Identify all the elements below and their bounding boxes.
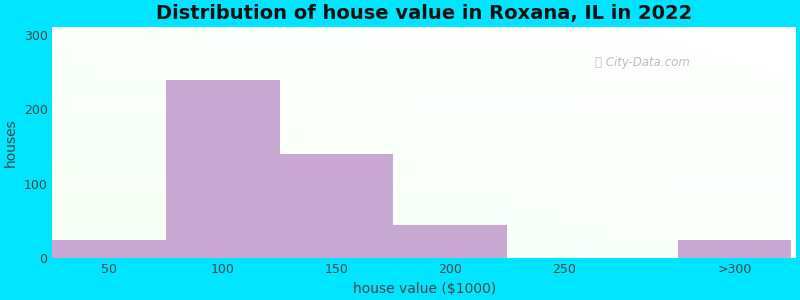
Bar: [394, 225, 507, 258]
X-axis label: house value ($1000): house value ($1000): [353, 282, 496, 296]
Y-axis label: houses: houses: [4, 118, 18, 167]
Text: ⓘ City-Data.com: ⓘ City-Data.com: [595, 56, 690, 69]
Title: Distribution of house value in Roxana, IL in 2022: Distribution of house value in Roxana, I…: [156, 4, 692, 23]
Bar: [678, 240, 791, 258]
Bar: [166, 80, 280, 258]
Bar: [280, 154, 394, 258]
Bar: [53, 240, 166, 258]
